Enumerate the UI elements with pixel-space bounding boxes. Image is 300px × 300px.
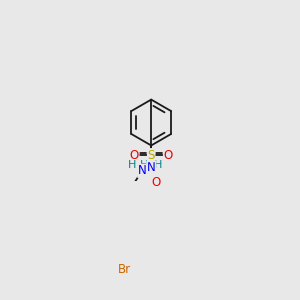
Text: O: O	[152, 176, 161, 189]
Text: O: O	[130, 148, 139, 162]
Text: N: N	[147, 161, 156, 174]
Text: Br: Br	[118, 263, 130, 276]
Text: N: N	[138, 164, 146, 177]
Text: S: S	[148, 148, 155, 162]
Text: O: O	[164, 148, 173, 162]
Text: H: H	[154, 160, 163, 170]
Text: H: H	[140, 160, 148, 170]
Text: H: H	[128, 160, 137, 170]
